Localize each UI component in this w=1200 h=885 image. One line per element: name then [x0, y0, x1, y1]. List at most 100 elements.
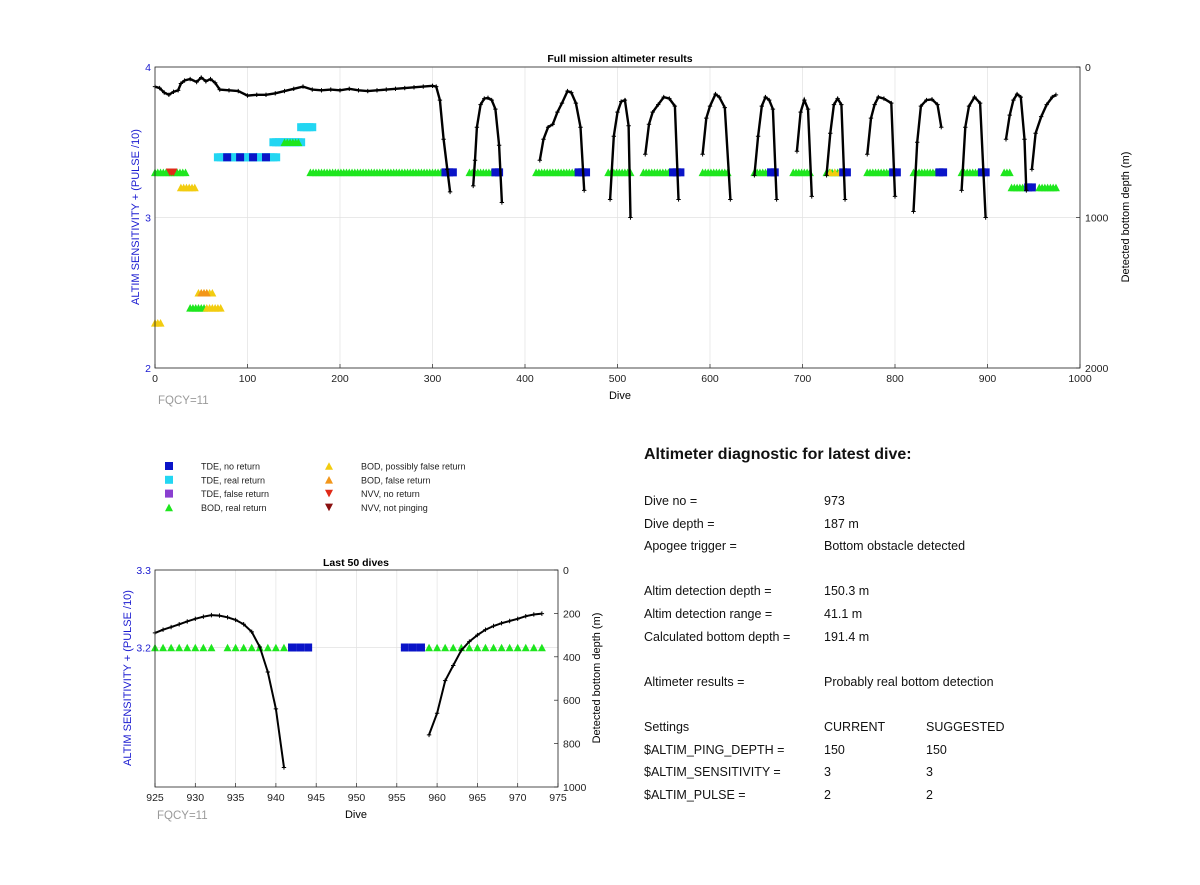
bottom-x-tick-labels: 925 930 935 940 945 950 955 960 965 970 975 [146, 792, 567, 804]
marker-bod-real-return [537, 643, 546, 652]
depth-point [911, 209, 916, 214]
setting-suggested: 3 [926, 765, 933, 780]
marker-bod-real-return [481, 643, 490, 652]
marker-tde-no-return [223, 153, 232, 162]
marker-tde-no-return [236, 153, 245, 162]
full-mission-chart: 0 100 200 300 400 500 600 700 800 900 1000 2 3 4 0 10… [130, 53, 1132, 407]
depth-point [868, 115, 874, 121]
diag-row-bottom-depth: Calculated bottom depth = 191.4 m [644, 630, 1164, 653]
legend-marker [325, 476, 333, 484]
depth-point [713, 91, 718, 97]
y-tick-label: 3.3 [136, 565, 151, 577]
last-50-dives-chart: 925 930 935 940 945 950 955 960 965 970 975 3.2 3.3… [122, 557, 603, 822]
setting-current: 2 [824, 787, 831, 802]
depth-point [1003, 137, 1009, 142]
depth-point [972, 94, 977, 100]
bottom-fqcy-annotation: FQCY=11 [157, 810, 208, 822]
depth-point [347, 86, 352, 92]
diag-key: Apogee trigger = [644, 539, 737, 554]
depth-point [831, 102, 837, 107]
x-tick-label: 950 [348, 792, 366, 804]
depth-point [471, 183, 476, 189]
depth-point [1011, 97, 1016, 103]
marker-bod-real-return [521, 643, 530, 652]
marker-bod-possibly-false [208, 288, 217, 297]
bottom-marks [151, 643, 546, 652]
depth-point [233, 617, 238, 623]
depth-point [507, 618, 512, 624]
legend-label: TDE, false return [201, 489, 269, 499]
depth-point [426, 732, 432, 738]
x-tick-label: 955 [388, 792, 406, 804]
depth-point [474, 125, 480, 130]
bottom-chart-title: Last 50 dives [323, 557, 389, 569]
marker-bod-real-return [465, 643, 474, 652]
depth-point [319, 88, 324, 93]
x-tick-label: 300 [424, 373, 442, 385]
depth-point [839, 102, 844, 107]
diag-key: Altim detection depth = [644, 584, 772, 599]
depth-point [573, 100, 579, 106]
depth-point [1018, 94, 1023, 100]
marker-tde-no-return [1027, 183, 1036, 192]
depth-point [171, 89, 176, 95]
depth-point [565, 88, 570, 94]
depth-point [578, 125, 583, 130]
depth-point [842, 197, 848, 202]
depth-point [759, 103, 764, 109]
depth-point [447, 189, 453, 195]
x-tick-label: 940 [267, 792, 285, 804]
depth-point [626, 123, 631, 128]
x-tick-label: 700 [794, 373, 812, 385]
y-tick-label: 3 [145, 213, 151, 225]
top-y-axis-label: ALTIM SENSITIVITY + (PULSE /10) [130, 129, 142, 305]
marker-bod-real-return [1051, 183, 1060, 192]
depth-point [328, 87, 333, 92]
marker-bod-real-return [199, 643, 208, 652]
settings-header-row: Settings CURRENT SUGGESTED [644, 720, 1164, 743]
marker-tde-no-return [448, 168, 457, 177]
depth-point [421, 84, 426, 89]
diag-value: 150.3 m [824, 584, 870, 599]
marker-bod-real-return [271, 643, 280, 652]
settings-header: Settings [644, 719, 690, 734]
diag-value: Probably real bottom detection [824, 674, 994, 689]
depth-point [650, 109, 655, 115]
depth-point [445, 167, 450, 172]
marker-bod-real-return [223, 643, 232, 652]
right-tick-label: 1000 [563, 782, 587, 794]
right-tick-label: 2000 [1085, 363, 1109, 375]
depth-point [217, 87, 222, 92]
depth-point [559, 100, 565, 106]
depth-point [1033, 131, 1038, 136]
depth-point [700, 152, 705, 157]
depth-point [767, 97, 772, 103]
depth-point [707, 103, 713, 109]
depth-point [482, 96, 487, 101]
bottom-right-tick-labels: 0 200 400 600 800 1000 [554, 565, 587, 794]
depth-point [929, 97, 935, 102]
depth-point [176, 622, 182, 627]
depth-point [203, 79, 209, 84]
x-tick-label: 970 [509, 792, 527, 804]
diag-row-dive-no: Dive no = 973 [644, 494, 1164, 517]
depth-point [872, 102, 877, 107]
depth-point [539, 611, 545, 616]
depth-point [805, 106, 811, 112]
x-tick-label: 900 [979, 373, 997, 385]
marker-tde-no-return [842, 168, 851, 177]
legend-label: BOD, real return [201, 503, 267, 513]
depth-point [157, 85, 162, 91]
diag-key: Altim detection range = [644, 606, 773, 621]
depth-point [442, 678, 448, 683]
depth-point [622, 97, 628, 103]
depth-point [483, 627, 488, 632]
depth-point [915, 140, 920, 145]
depth-point [178, 81, 184, 86]
marker-bod-real-return [529, 643, 538, 652]
diag-row-apogee-trigger: Apogee trigger = Bottom obstacle detected [644, 539, 1164, 562]
marker-tde-no-return [981, 168, 990, 177]
right-tick-label: 800 [563, 739, 581, 751]
depth-point [1022, 137, 1027, 142]
top-x-tick-labels: 0 100 200 300 400 500 600 700 800 900 1000 [152, 373, 1092, 385]
